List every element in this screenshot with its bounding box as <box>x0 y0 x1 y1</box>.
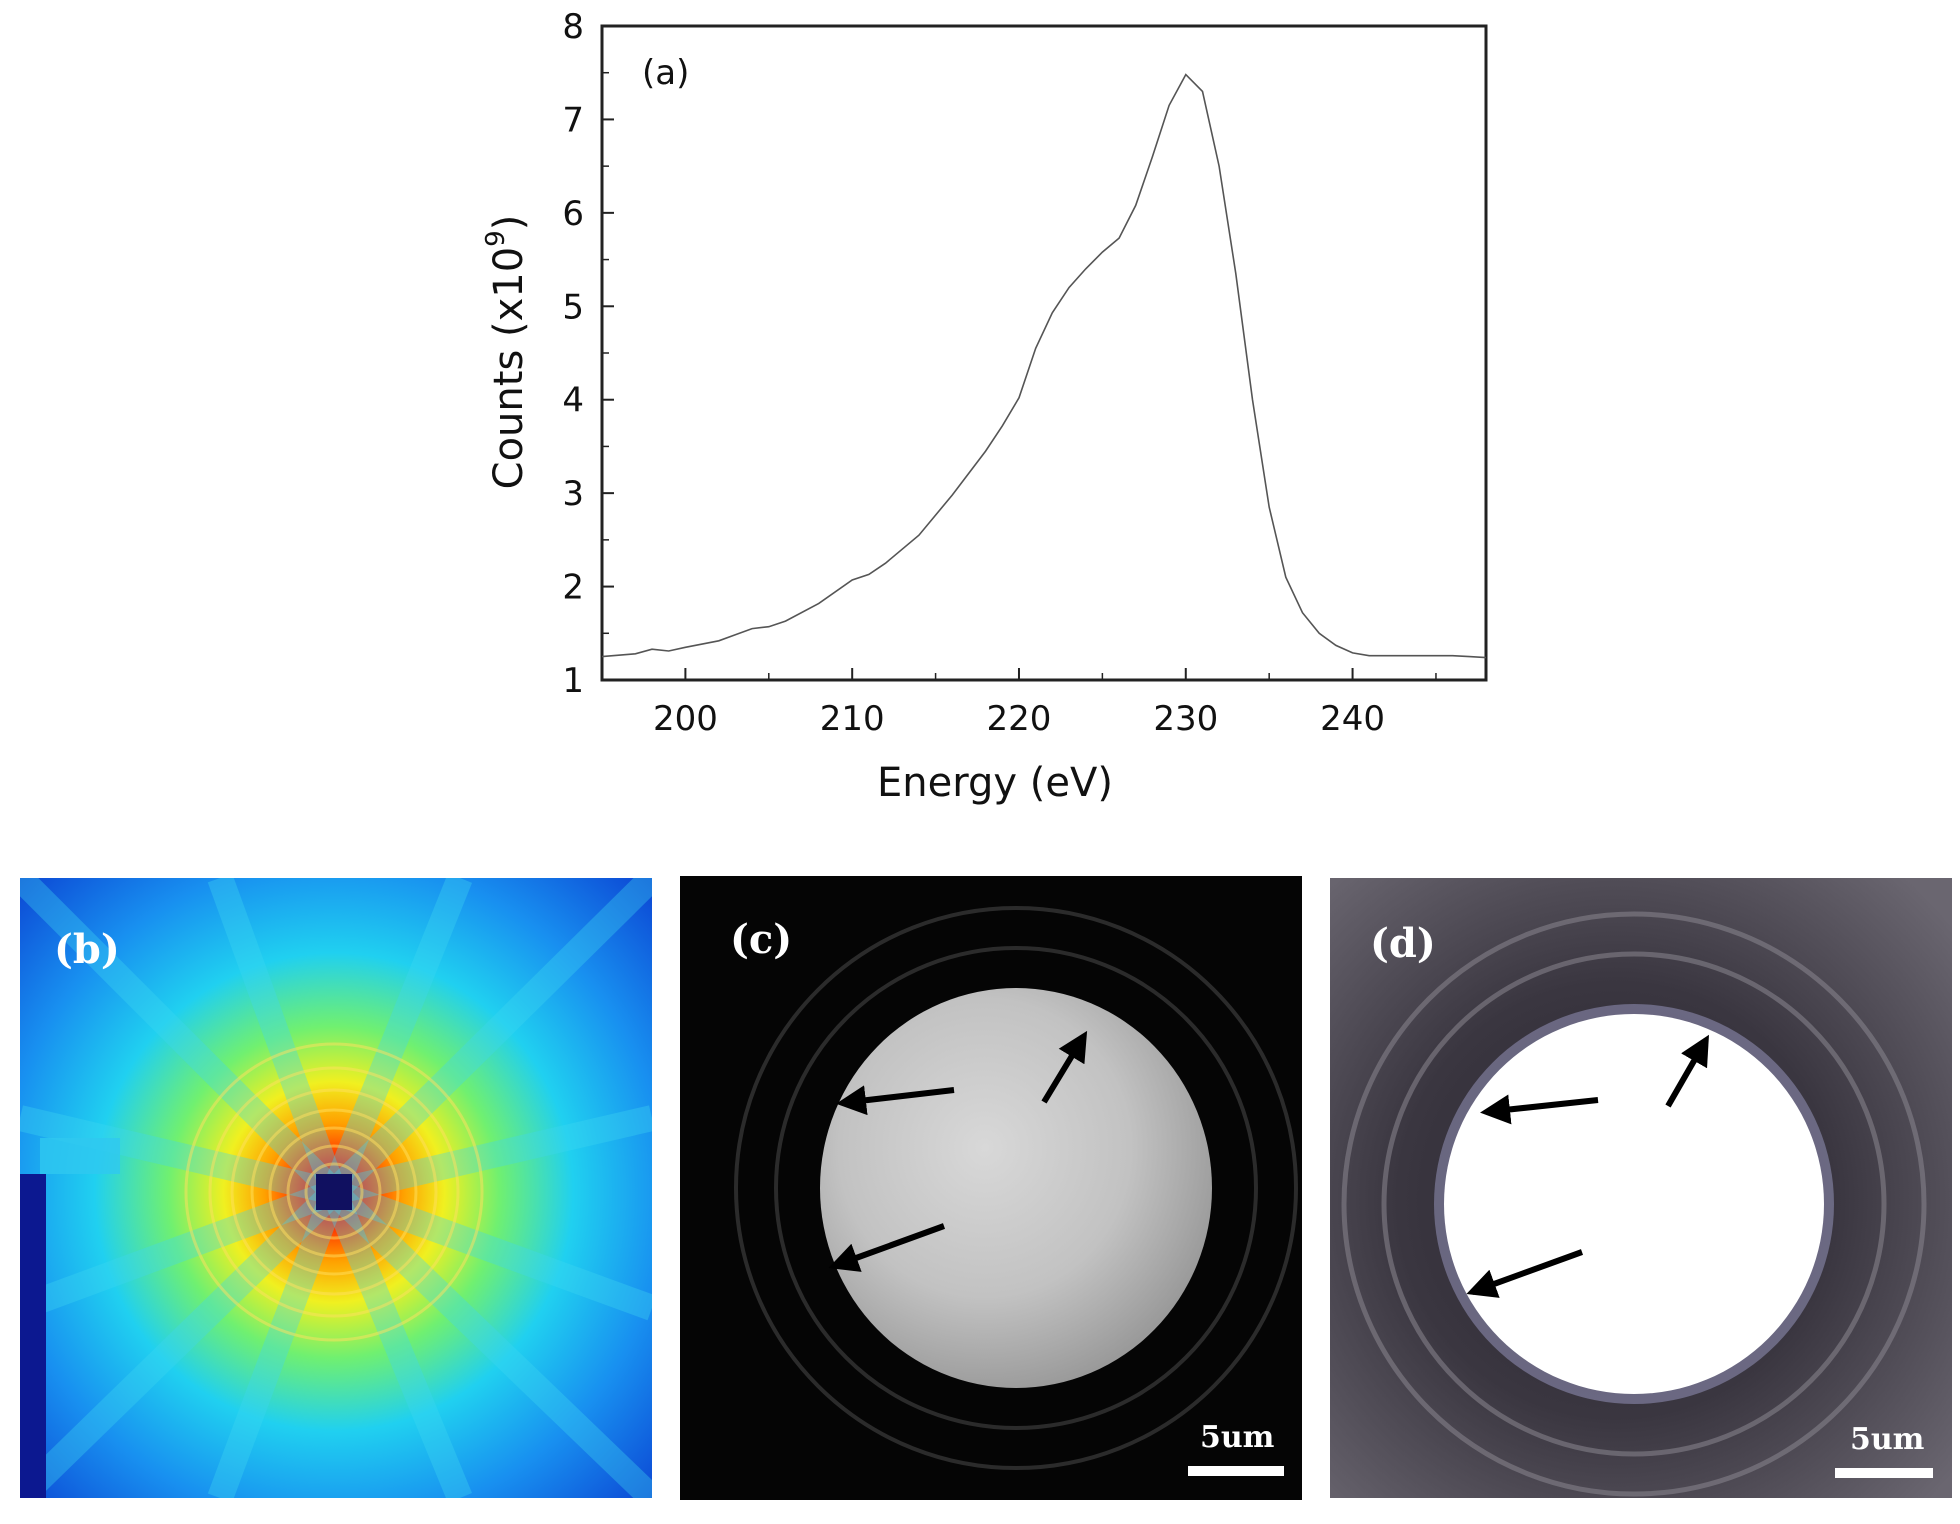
panel-c-reconstruction-image: (c) 5um <box>680 876 1302 1500</box>
y-axis-title-exponent: 9 <box>481 230 511 247</box>
panel-label-d: (d) <box>1370 920 1436 967</box>
scale-bar-c <box>1188 1466 1284 1476</box>
x-tick-label: 210 <box>820 699 885 739</box>
x-tick-label: 240 <box>1320 699 1385 739</box>
scale-label-c: 5um <box>1200 1420 1275 1455</box>
x-tick-label: 220 <box>987 699 1052 739</box>
y-tick-label: 3 <box>562 474 584 514</box>
y-tick-label: 4 <box>562 381 584 421</box>
y-axis-title-close: ) <box>486 215 532 231</box>
x-tick-label: 230 <box>1153 699 1218 739</box>
reconstruction-disk <box>734 906 1298 1470</box>
y-axis-title: Counts (x109) <box>481 215 532 490</box>
y-tick-labels: 1 2 3 4 5 6 7 8 <box>562 7 584 701</box>
x-tick-label: 200 <box>653 699 718 739</box>
beam-stop <box>316 1174 352 1210</box>
y-tick-label: 1 <box>562 661 584 701</box>
panel-label-c: (c) <box>730 916 793 963</box>
y-tick-label: 2 <box>562 568 584 608</box>
y-tick-label: 5 <box>562 287 584 327</box>
panel-label-a: (a) <box>642 53 689 93</box>
y-tick-label: 6 <box>562 194 584 234</box>
y-axis-title-main: Counts (x10 <box>486 247 532 490</box>
optical-disk <box>1330 878 1952 1498</box>
plot-frame <box>600 24 1488 682</box>
scale-bar-d <box>1835 1468 1933 1478</box>
panel-d-optical-image: (d) 5um <box>1330 878 1952 1498</box>
panel-label-b: (b) <box>54 926 120 973</box>
spectrum-line <box>601 73 1487 659</box>
y-tick-label: 7 <box>562 100 584 140</box>
panel-b-diffraction-image: (b) <box>20 878 652 1498</box>
x-axis-title: Energy (eV) <box>877 760 1113 806</box>
diffraction-pattern <box>20 878 652 1498</box>
y-tick-label: 8 <box>562 7 584 47</box>
tick-group <box>601 25 1437 681</box>
x-tick-labels: 200 210 220 230 240 <box>653 699 1385 739</box>
scale-label-d: 5um <box>1850 1422 1925 1457</box>
spectrum-chart: 200 210 220 230 240 1 2 3 4 5 6 7 8 (a) Energy (eV)… <box>481 7 1488 806</box>
